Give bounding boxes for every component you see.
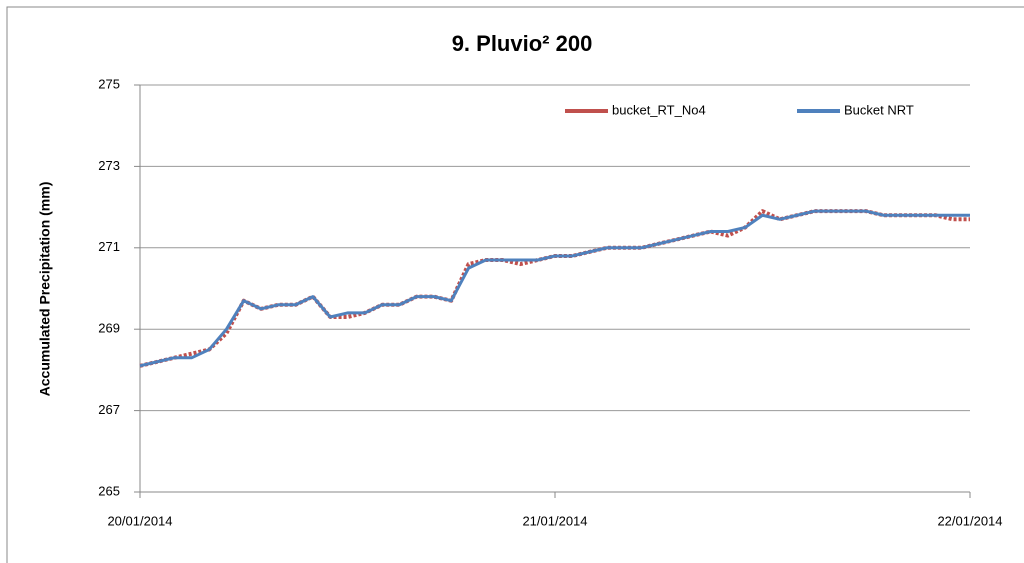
y-tick-label: 273 bbox=[98, 158, 120, 173]
legend-label: bucket_RT_No4 bbox=[612, 102, 706, 117]
series-line bbox=[139, 209, 970, 368]
y-tick-label: 275 bbox=[98, 76, 120, 91]
chart-title: 9. Pluvio² 200 bbox=[452, 31, 593, 56]
x-tick-label: 22/01/2014 bbox=[937, 513, 1002, 528]
y-tick-label: 267 bbox=[98, 402, 120, 417]
chart-border bbox=[6, 6, 1024, 563]
x-tick-label: 21/01/2014 bbox=[522, 513, 587, 528]
y-tick-label: 271 bbox=[98, 239, 120, 254]
legend-label: Bucket NRT bbox=[844, 102, 914, 117]
y-tick-label: 269 bbox=[98, 321, 120, 336]
y-tick-label: 265 bbox=[98, 483, 120, 498]
x-tick-label: 20/01/2014 bbox=[107, 513, 172, 528]
y-axis-label: Accumulated Precipitation (mm) bbox=[37, 182, 53, 397]
series-line bbox=[139, 209, 970, 368]
